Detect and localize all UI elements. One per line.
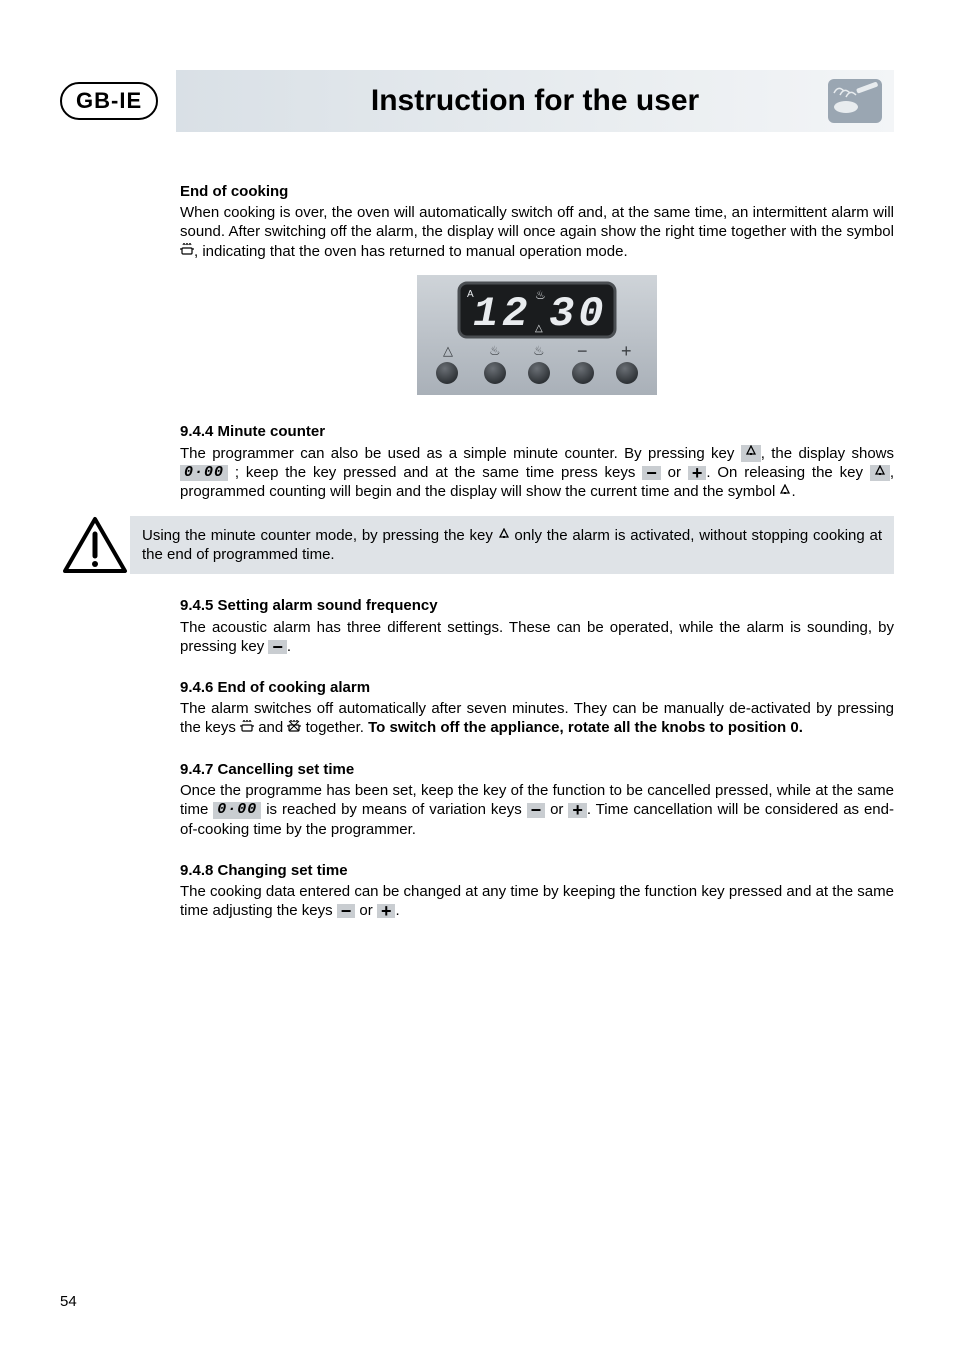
text: The cooking data entered can be changed … — [180, 883, 894, 919]
section-title-changing: 9.4.8 Changing set time — [180, 861, 894, 880]
display-zero: 0·00 — [213, 802, 261, 819]
text: or — [661, 464, 688, 481]
cooking-icon — [828, 79, 882, 123]
pot-icon — [180, 242, 194, 261]
section-title-cancelling: 9.4.7 Cancelling set time — [180, 760, 894, 779]
section-title-alarm-freq: 9.4.5 Setting alarm sound frequency — [180, 596, 894, 615]
changing-text: The cooking data entered can be changed … — [180, 882, 894, 920]
warning-text: Using the minute counter mode, by pressi… — [130, 516, 894, 575]
language-badge: GB-IE — [60, 82, 158, 120]
text: , the display shows — [761, 445, 894, 462]
text: ; keep the key pressed and at the same t… — [228, 464, 642, 481]
end-alarm-text: The alarm switches off automatically aft… — [180, 699, 894, 738]
text: , indicating that the oven has returned … — [194, 243, 628, 260]
text: The programmer can also be used as a sim… — [180, 445, 741, 462]
minus-key-icon: − — [527, 803, 546, 817]
content-area: End of cooking When cooking is over, the… — [180, 160, 894, 920]
svg-text:♨: ♨ — [489, 343, 501, 358]
svg-text:A: A — [467, 289, 474, 300]
svg-text:+: + — [621, 341, 632, 361]
plus-key-icon: + — [377, 904, 396, 918]
text: together. — [301, 719, 368, 736]
minus-key-icon: − — [268, 640, 287, 654]
svg-text:♨: ♨ — [535, 288, 546, 302]
minus-key-icon: − — [642, 466, 661, 480]
plus-key-icon: + — [568, 803, 587, 817]
page-header: GB-IE Instruction for the user — [0, 70, 954, 132]
minus-key-icon: − — [337, 904, 356, 918]
cancelling-text: Once the programme has been set, keep th… — [180, 781, 894, 839]
bell-key-icon — [870, 465, 890, 482]
warning-triangle-icon — [62, 516, 128, 574]
pot-crossed-icon — [287, 719, 301, 738]
section-title-end-alarm: 9.4.6 End of cooking alarm — [180, 678, 894, 697]
plus-key-icon: + — [688, 466, 707, 480]
bell-icon — [498, 526, 510, 545]
page-title: Instruction for the user — [371, 84, 699, 118]
text: . — [287, 638, 291, 655]
pot-icon — [240, 719, 254, 738]
text: or — [545, 801, 568, 818]
svg-text:−: − — [577, 341, 588, 361]
text: . On releasing the key — [706, 464, 870, 481]
programmer-figure: 12 30 A ♨ △ △ ♨ ♨ − + — [417, 275, 657, 400]
svg-text:12: 12 — [473, 290, 531, 338]
section-title-minute-counter: 9.4.4 Minute counter — [180, 422, 894, 441]
text: Using the minute counter mode, by pressi… — [142, 527, 498, 544]
end-of-cooking-text: When cooking is over, the oven will auto… — [180, 203, 894, 261]
minute-counter-text: The programmer can also be used as a sim… — [180, 444, 894, 502]
alarm-freq-text: The acoustic alarm has three different s… — [180, 618, 894, 656]
header-bar: Instruction for the user — [176, 70, 894, 132]
text: or — [355, 902, 377, 919]
text: and — [254, 719, 287, 736]
section-title-end-of-cooking: End of cooking — [180, 182, 894, 201]
display-zero: 0·00 — [180, 465, 228, 482]
svg-text:♨: ♨ — [533, 343, 545, 358]
text: . — [791, 483, 795, 500]
page-number: 54 — [60, 1293, 77, 1310]
text: . — [395, 902, 399, 919]
bold-text: To switch off the appliance, rotate all … — [368, 719, 803, 736]
warning-icon-cell — [60, 516, 130, 575]
warning-callout: Using the minute counter mode, by pressi… — [180, 516, 894, 575]
svg-text:△: △ — [535, 323, 543, 334]
bell-key-icon — [741, 445, 761, 462]
svg-text:△: △ — [443, 343, 453, 358]
text: When cooking is over, the oven will auto… — [180, 204, 894, 240]
text: is reached by means of variation keys — [261, 801, 526, 818]
bell-icon — [779, 482, 791, 501]
svg-text:30: 30 — [549, 290, 607, 338]
